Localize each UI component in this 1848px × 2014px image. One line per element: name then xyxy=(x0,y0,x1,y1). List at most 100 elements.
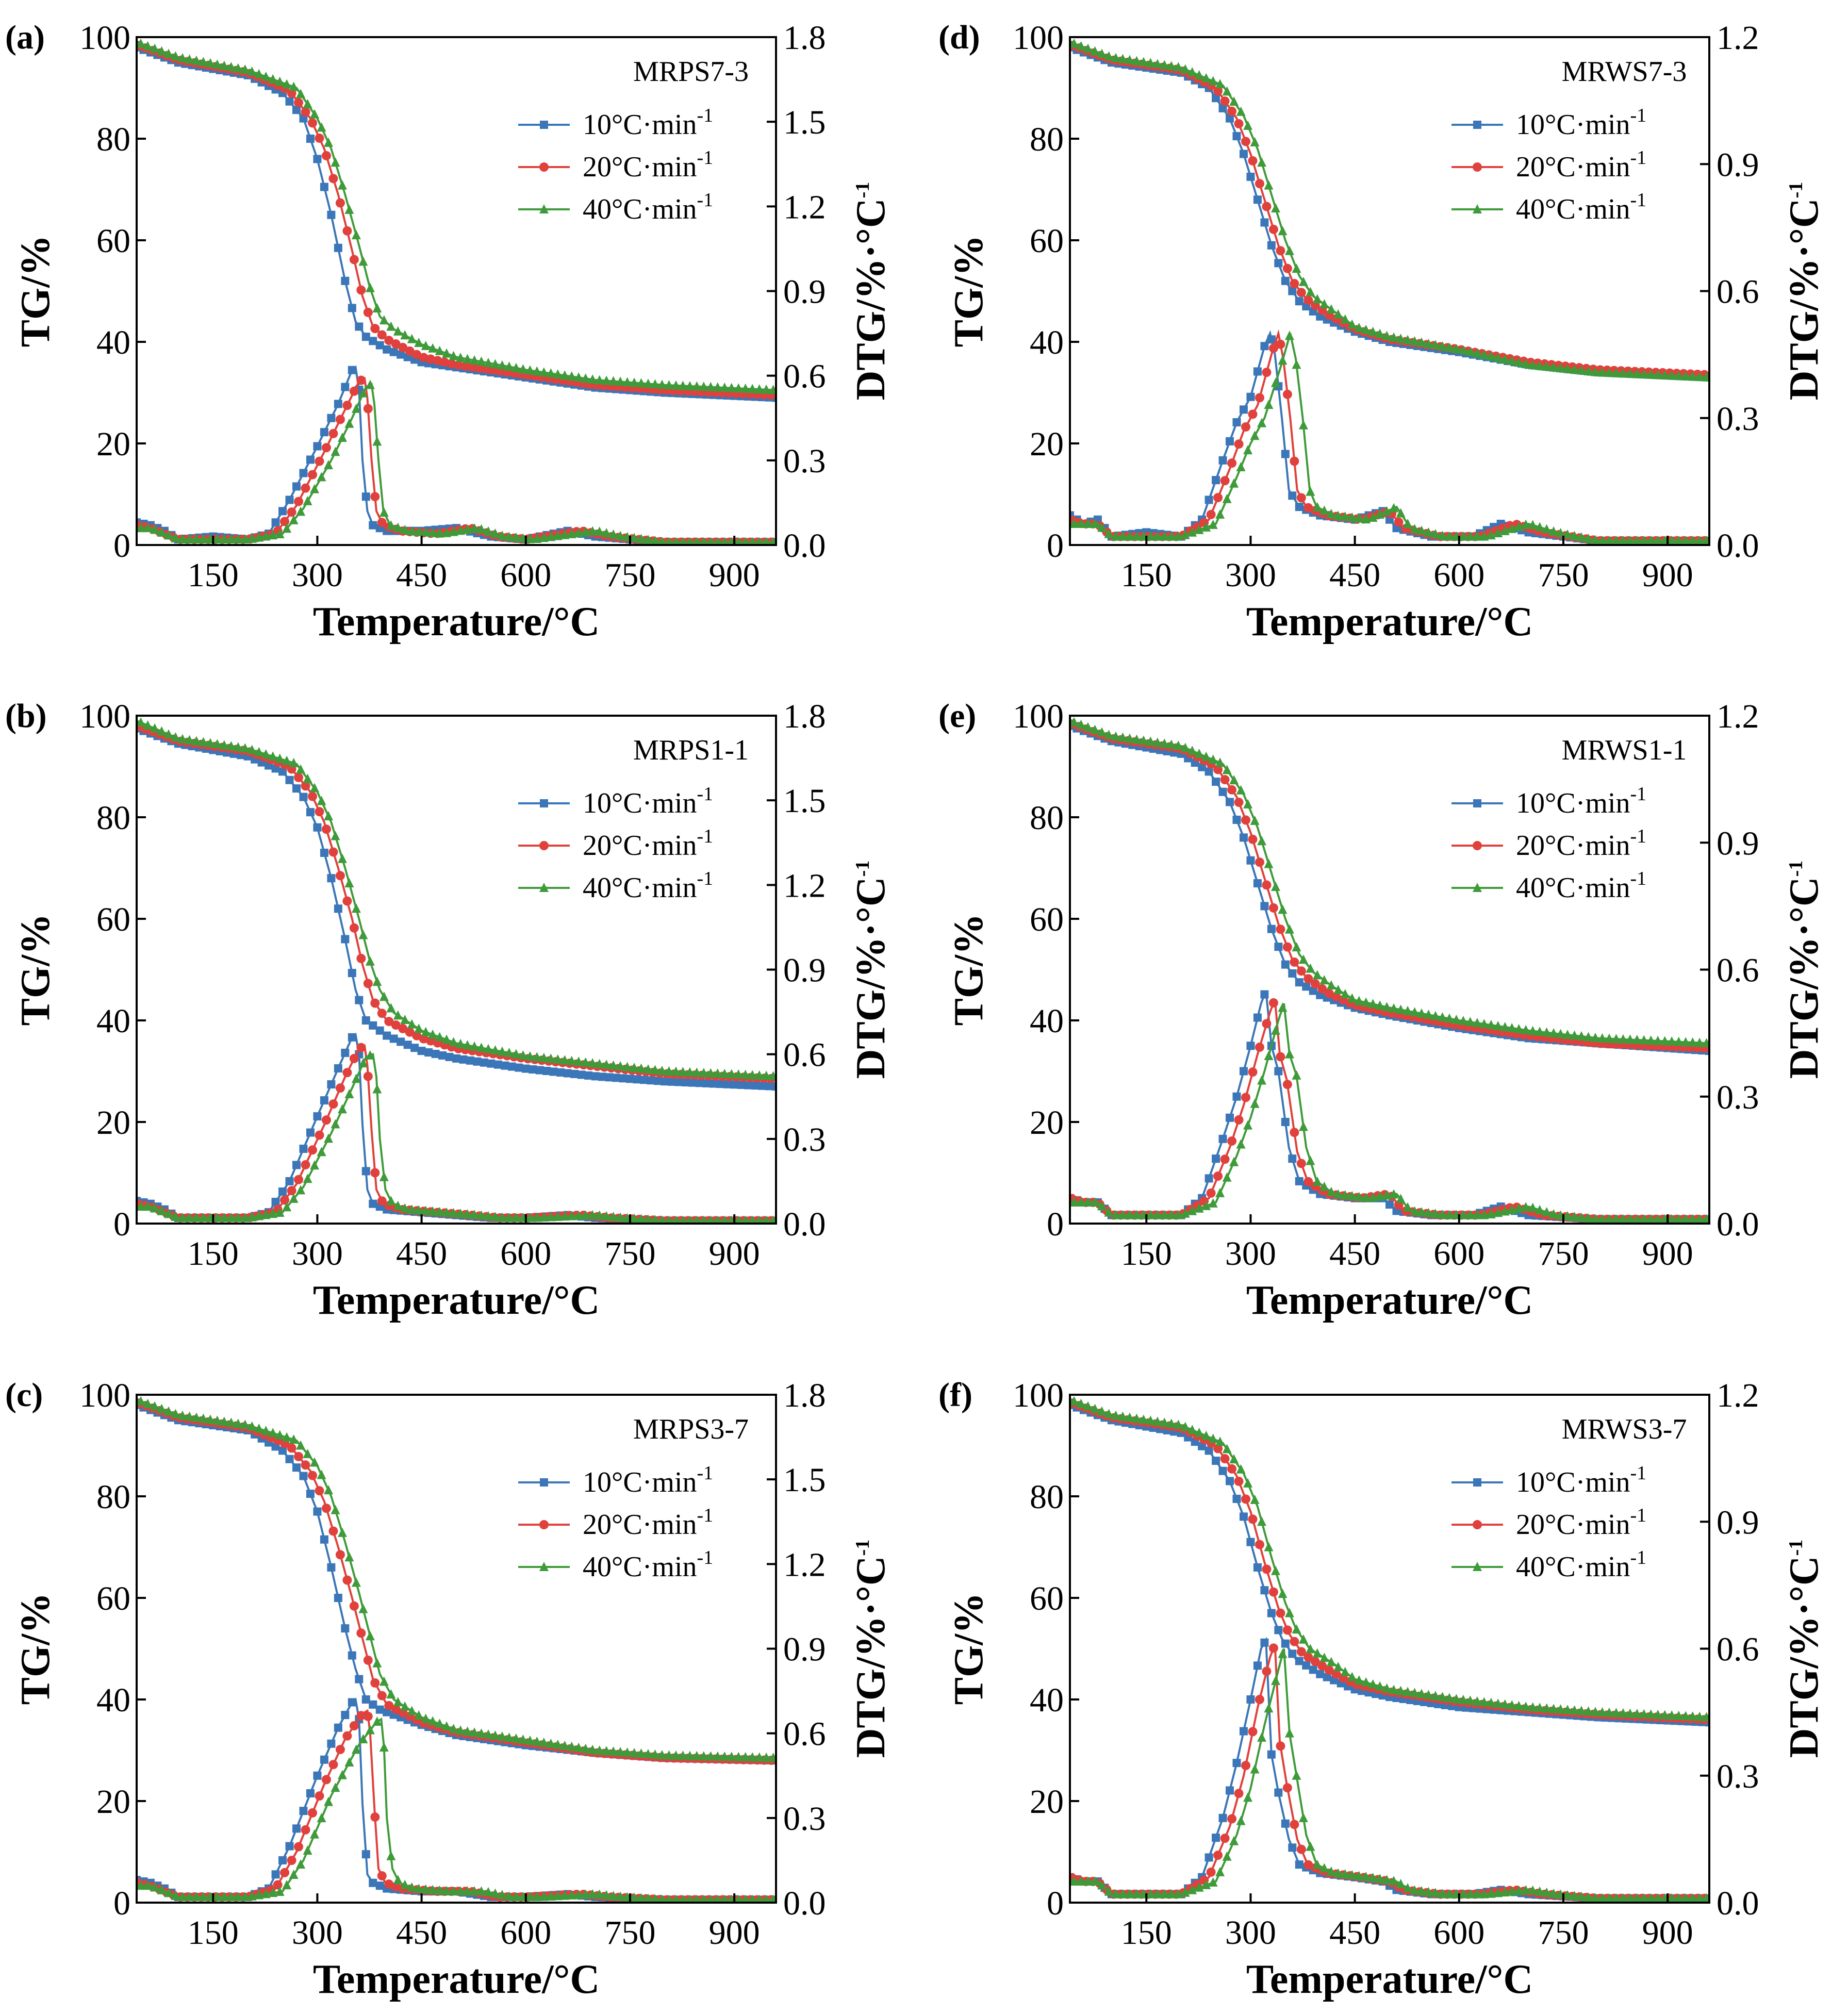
dtg-point xyxy=(1295,1860,1304,1869)
tg-point xyxy=(421,1713,431,1723)
legend-label-text: 10°C·min xyxy=(1516,1466,1630,1498)
dtg-point xyxy=(1212,476,1220,485)
tg-point xyxy=(622,1747,632,1757)
y-right-tick-label: 0.0 xyxy=(1717,527,1759,565)
tg-point xyxy=(1486,351,1496,361)
dtg-point xyxy=(317,472,326,482)
tg-point xyxy=(372,303,382,312)
x-tick-label: 600 xyxy=(500,1914,551,1952)
dtg-point xyxy=(219,1892,229,1902)
tg-point xyxy=(497,360,507,370)
dtg-line xyxy=(1070,1637,1709,1900)
tg-point xyxy=(463,1726,472,1736)
tg-point xyxy=(1403,335,1413,344)
dtg-point xyxy=(351,403,361,413)
dtg-point xyxy=(421,1884,431,1894)
chart-panel-e: 150 300 450 600 750 9000204060801000.00.30.60… xyxy=(938,697,1827,1323)
dtg-point xyxy=(1288,1154,1297,1163)
dtg-point xyxy=(567,1890,576,1900)
tg-point xyxy=(137,717,146,727)
dtg-point xyxy=(393,1875,403,1885)
x-tick-label: 450 xyxy=(1329,1235,1380,1273)
y-left-tick-label: 80 xyxy=(1030,1478,1064,1516)
tg-point xyxy=(588,1744,598,1754)
dtg-point xyxy=(1639,535,1649,545)
tg-point xyxy=(1204,1446,1213,1455)
dtg-point xyxy=(1444,531,1454,541)
dtg-point xyxy=(1174,1889,1183,1899)
tg-point xyxy=(1424,338,1433,348)
tg-point xyxy=(1316,1670,1325,1678)
tg-point xyxy=(1702,372,1709,382)
dtg-point xyxy=(1296,1159,1306,1168)
dtg-point xyxy=(1222,493,1232,503)
dtg-point xyxy=(1424,527,1433,537)
tg-point xyxy=(504,1048,514,1058)
tg-point xyxy=(452,1054,460,1063)
tg-point xyxy=(369,337,377,345)
tg-point xyxy=(1138,735,1148,745)
tg-point xyxy=(525,1051,535,1061)
dtg-point xyxy=(1688,1893,1697,1903)
tg-point xyxy=(435,345,444,355)
dtg-point xyxy=(539,1891,549,1901)
plot-area xyxy=(137,38,776,545)
tg-point xyxy=(647,1076,655,1085)
tg-point xyxy=(581,1743,590,1753)
dtg-point xyxy=(1542,1887,1552,1897)
dtg-point xyxy=(1368,1192,1378,1202)
dtg-point xyxy=(630,1213,639,1223)
dtg-point xyxy=(1347,1191,1357,1200)
dtg-point xyxy=(1212,1154,1220,1163)
tg-point xyxy=(1444,342,1454,352)
tg-point xyxy=(484,1729,493,1739)
dtg-point xyxy=(1396,1194,1406,1203)
tg-point xyxy=(630,377,639,387)
tg-point xyxy=(765,1082,773,1091)
tg-point xyxy=(1208,754,1218,764)
tg-point xyxy=(1246,1538,1255,1546)
tg-point xyxy=(356,1628,366,1638)
dtg-point xyxy=(1218,1813,1227,1822)
tg-point xyxy=(1268,903,1278,913)
dtg-point xyxy=(1417,1886,1426,1896)
dtg-point xyxy=(1255,1695,1264,1704)
tg-point xyxy=(377,1691,387,1701)
dtg-point xyxy=(1410,524,1420,534)
tg-point xyxy=(762,1752,771,1762)
dtg-point xyxy=(686,1215,694,1224)
dtg-point xyxy=(358,388,368,398)
tg-point xyxy=(470,1041,480,1051)
tg-point xyxy=(1389,1003,1399,1013)
tg-point xyxy=(386,1003,396,1013)
tg-point xyxy=(137,38,146,48)
y-right-axis-title-sup: -1 xyxy=(852,861,873,877)
dtg-point xyxy=(393,1200,403,1210)
tg-point xyxy=(692,381,702,391)
tg-point xyxy=(1281,960,1290,969)
y-left-axis-title: TG/% xyxy=(946,914,992,1026)
tg-point xyxy=(349,1601,359,1611)
dtg-point xyxy=(1255,393,1264,403)
legend-marker xyxy=(540,121,548,129)
tg-point xyxy=(758,1081,767,1090)
tg-point xyxy=(1146,736,1156,746)
dtg-point xyxy=(191,1892,201,1902)
tg-point xyxy=(1160,60,1169,70)
dtg-point xyxy=(137,1880,146,1890)
tg-point xyxy=(1222,1444,1232,1454)
tg-point xyxy=(476,1728,486,1738)
tg-point xyxy=(768,1753,776,1762)
dtg-point xyxy=(1166,1889,1176,1899)
dtg-point xyxy=(616,531,625,540)
legend-title: MRWS7-3 xyxy=(1562,56,1687,88)
dtg-point xyxy=(504,1213,514,1223)
tg-point xyxy=(581,1057,590,1067)
legend-title: MRPS3-7 xyxy=(633,1413,749,1445)
dtg-point xyxy=(1347,512,1357,522)
tg-point xyxy=(511,362,521,372)
legend-label-text: 20°C·min xyxy=(1516,1509,1630,1541)
dtg-point xyxy=(1549,526,1559,536)
tg-point xyxy=(185,54,194,64)
dtg-point xyxy=(748,537,756,545)
